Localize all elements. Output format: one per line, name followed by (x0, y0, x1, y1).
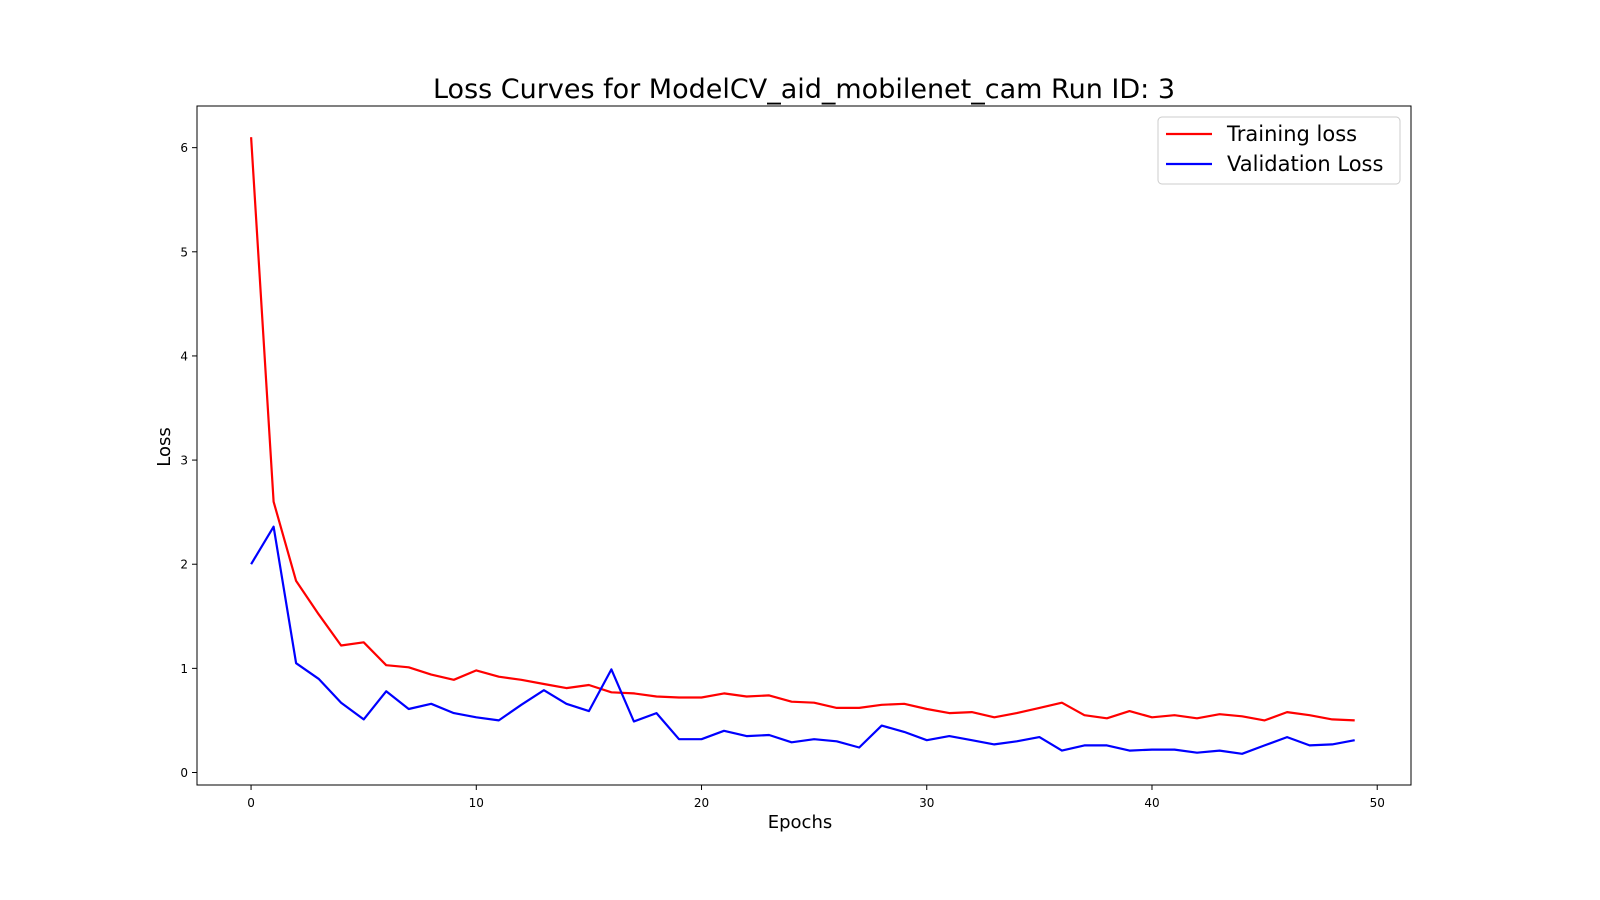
y-axis-label: Loss (154, 427, 175, 466)
y-tick-label: 6 (180, 141, 188, 155)
y-tick-label: 2 (180, 558, 188, 572)
chart-title: Loss Curves for ModelCV_aid_mobilenet_ca… (433, 74, 1175, 105)
x-tick-label: 10 (469, 796, 484, 810)
y-tick-label: 0 (180, 766, 188, 780)
x-tick-label: 40 (1144, 796, 1159, 810)
y-tick-label: 3 (180, 454, 188, 468)
x-tick-label: 50 (1370, 796, 1385, 810)
plot-frame (196, 105, 1412, 786)
y-tick-label: 1 (180, 662, 188, 676)
legend-label: Validation Loss (1227, 152, 1383, 176)
y-axis: 0 1 2 3 4 5 6 (180, 141, 197, 780)
x-tick-label: 20 (694, 796, 709, 810)
x-tick-label: 30 (919, 796, 934, 810)
y-tick-label: 4 (180, 349, 188, 363)
y-tick-label: 5 (180, 245, 188, 259)
x-axis: 0 10 20 30 40 50 (247, 785, 1385, 810)
x-tick-label: 0 (247, 796, 255, 810)
series-line-1 (250, 525, 1355, 755)
x-axis-label: Epochs (768, 812, 833, 833)
legend: Training loss Validation Loss (1157, 116, 1401, 185)
series-line-0 (250, 137, 1355, 722)
legend-label: Training loss (1226, 122, 1357, 146)
plot-area (250, 137, 1355, 755)
legend-box (1157, 116, 1401, 185)
